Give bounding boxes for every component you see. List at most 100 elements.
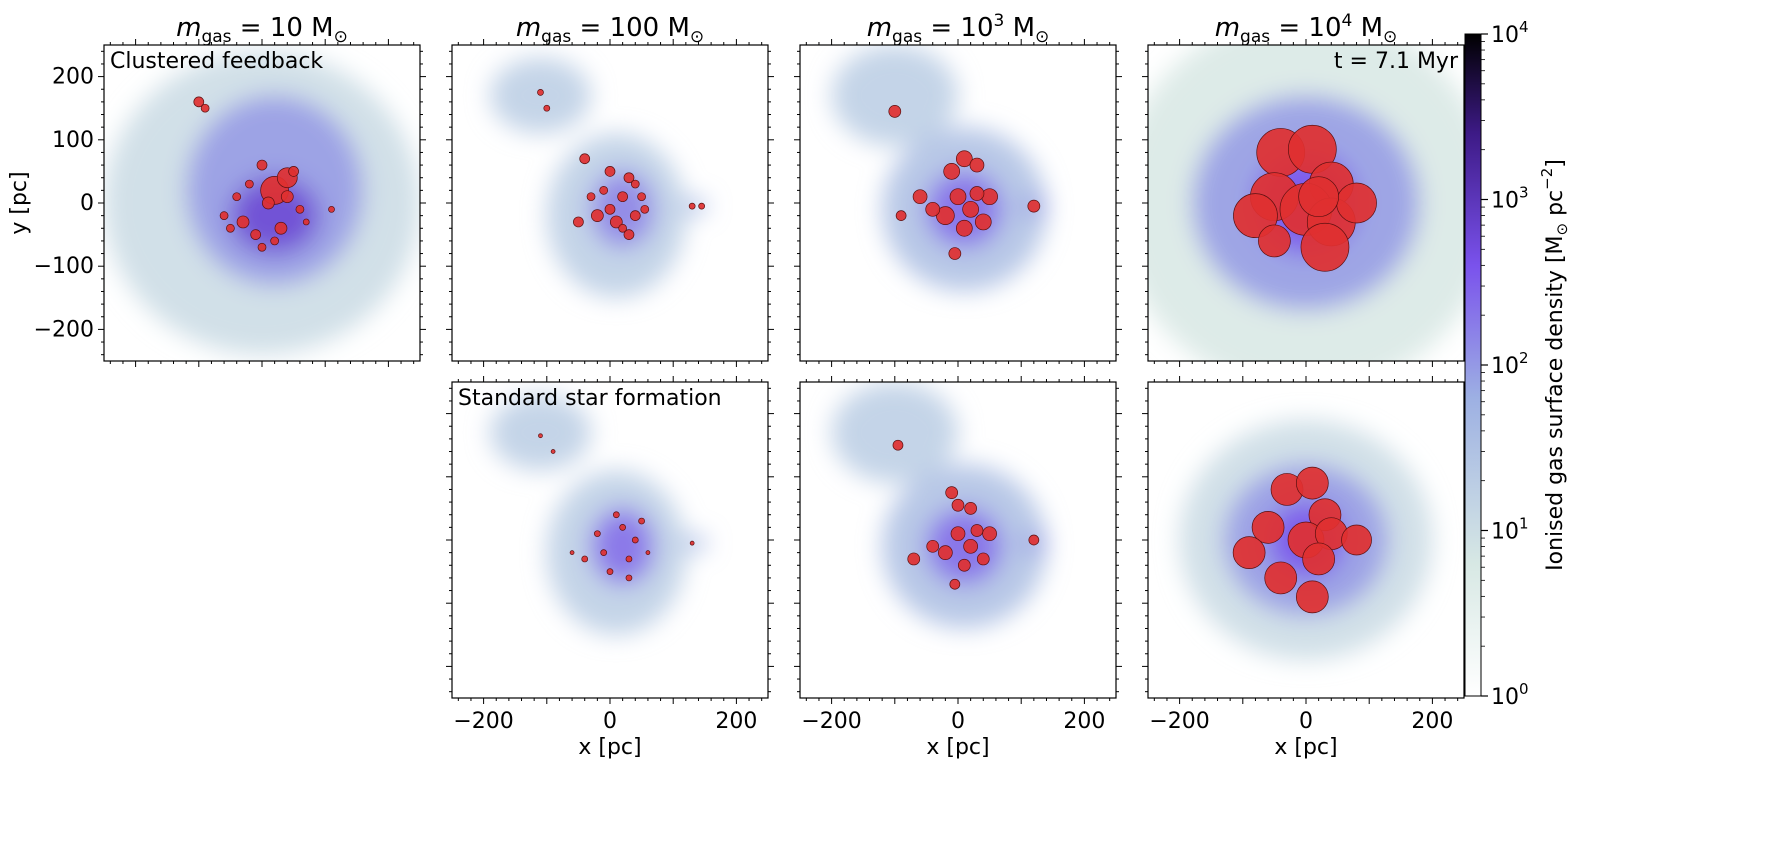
x-tick-label: 200 [715, 709, 757, 734]
star-cluster-marker [951, 498, 965, 512]
star-cluster-marker [976, 552, 990, 566]
panel-ticks [98, 39, 426, 367]
star-cluster-marker [892, 439, 904, 451]
row-label-clustered: Clustered feedback [110, 49, 323, 74]
panel-clustered-100 [446, 39, 774, 367]
star-cluster-marker [698, 202, 705, 210]
star-cluster-marker [962, 200, 979, 218]
star-cluster-marker [257, 242, 267, 252]
star-cluster-marker [945, 486, 959, 499]
star-cluster-marker [969, 186, 985, 201]
panel-clustered-10: −200 −100 0 100 200 y [pc] [7, 39, 426, 367]
colorbar-gradient [1464, 33, 1482, 697]
star-cluster-marker [617, 191, 628, 203]
star-cluster-marker [226, 223, 235, 233]
x-tick-label: 0 [1299, 709, 1313, 734]
star-cluster-marker [612, 511, 620, 519]
star-cluster-marker [1258, 224, 1291, 258]
x-tick-label: −200 [801, 709, 861, 734]
star-cluster-marker [573, 216, 584, 228]
star-cluster-marker [619, 524, 626, 531]
star-cluster-marker [969, 157, 985, 173]
star-cluster-marker [630, 179, 640, 189]
star-cluster-marker [569, 550, 575, 555]
star-cluster-marker [295, 204, 305, 214]
star-cluster-marker [949, 578, 961, 590]
row-label-standard: Standard star formation [458, 386, 722, 411]
column-title: mgas = 10 M⊙ [176, 13, 348, 47]
star-cluster-marker [581, 555, 589, 563]
star-cluster-marker [280, 190, 294, 204]
star-cluster-marker [594, 530, 601, 538]
gas-blob [591, 508, 655, 585]
star-cluster-marker [200, 103, 210, 113]
star-cluster-marker [250, 229, 262, 240]
star-cluster-marker [245, 179, 254, 189]
star-cluster-marker [1251, 511, 1285, 544]
star-cluster-marker [943, 163, 961, 180]
gas-blob [831, 45, 958, 147]
panel-standard-1000: −200 0 200 x [pc] [794, 376, 1122, 760]
star-markers [193, 96, 335, 252]
panel-standard-100: −200 0 200 x [pc] [446, 376, 774, 760]
star-cluster-marker [640, 204, 650, 214]
colorbar-label: Ionised gas surface density [M⊙ pc−2] [1538, 159, 1571, 571]
star-cluster-marker [609, 215, 623, 229]
star-cluster-marker [970, 524, 984, 537]
star-markers [1233, 124, 1377, 272]
x-tick-label: −200 [1149, 709, 1209, 734]
colorbar-tick-label: 103 [1491, 184, 1529, 214]
gas-blob [489, 394, 592, 471]
star-cluster-marker [328, 205, 335, 213]
star-cluster-marker [288, 166, 299, 177]
star-cluster-marker [629, 210, 641, 221]
star-cluster-marker [950, 526, 966, 542]
column-title: mgas = 104 M⊙ [1215, 11, 1398, 47]
star-cluster-marker [543, 104, 551, 112]
star-cluster-marker [912, 189, 928, 205]
star-cluster-marker [623, 172, 635, 184]
colorbar-tick-label: 102 [1491, 349, 1529, 379]
star-cluster-marker [232, 192, 242, 202]
x-tick-label: 0 [951, 709, 965, 734]
star-cluster-marker [888, 105, 902, 118]
star-cluster-marker [907, 552, 921, 566]
star-cluster-marker [963, 538, 978, 554]
star-cluster-marker [948, 247, 962, 260]
star-cluster-marker [949, 188, 967, 206]
star-cluster-marker [1300, 222, 1350, 272]
star-cluster-marker [302, 218, 310, 226]
column-title: mgas = 100 M⊙ [516, 13, 704, 47]
star-markers [892, 439, 1040, 590]
star-cluster-marker [1028, 534, 1040, 546]
star-markers [538, 433, 695, 582]
star-cluster-marker [274, 221, 288, 235]
star-cluster-marker [925, 201, 941, 217]
star-cluster-marker [1295, 466, 1329, 500]
star-markers [537, 89, 705, 240]
panel-ticks [446, 39, 774, 367]
colorbar-tick-label: 100 [1491, 680, 1529, 710]
star-cluster-marker [586, 192, 596, 202]
star-cluster-marker [638, 517, 645, 525]
y-tick-label: 0 [80, 191, 94, 216]
star-cluster-marker [938, 545, 953, 560]
x-tick-label: −200 [453, 709, 513, 734]
star-cluster-marker [236, 215, 250, 229]
star-cluster-marker [591, 209, 604, 222]
star-cluster-marker [219, 211, 229, 220]
y-tick-label: 200 [52, 65, 94, 90]
star-cluster-marker [618, 223, 627, 233]
star-cluster-marker [974, 213, 992, 231]
y-tick-label: −200 [34, 317, 94, 342]
panel-ticks [794, 376, 1122, 704]
star-cluster-marker [623, 229, 635, 240]
time-label: t = 7.1 Myr [1334, 49, 1459, 74]
star-cluster-marker [957, 558, 971, 572]
gas-density-map [489, 394, 708, 635]
star-cluster-marker [1232, 536, 1266, 569]
star-cluster-marker [261, 196, 275, 210]
panel-clustered-10000 [1142, 39, 1470, 367]
star-cluster-marker [689, 540, 695, 546]
